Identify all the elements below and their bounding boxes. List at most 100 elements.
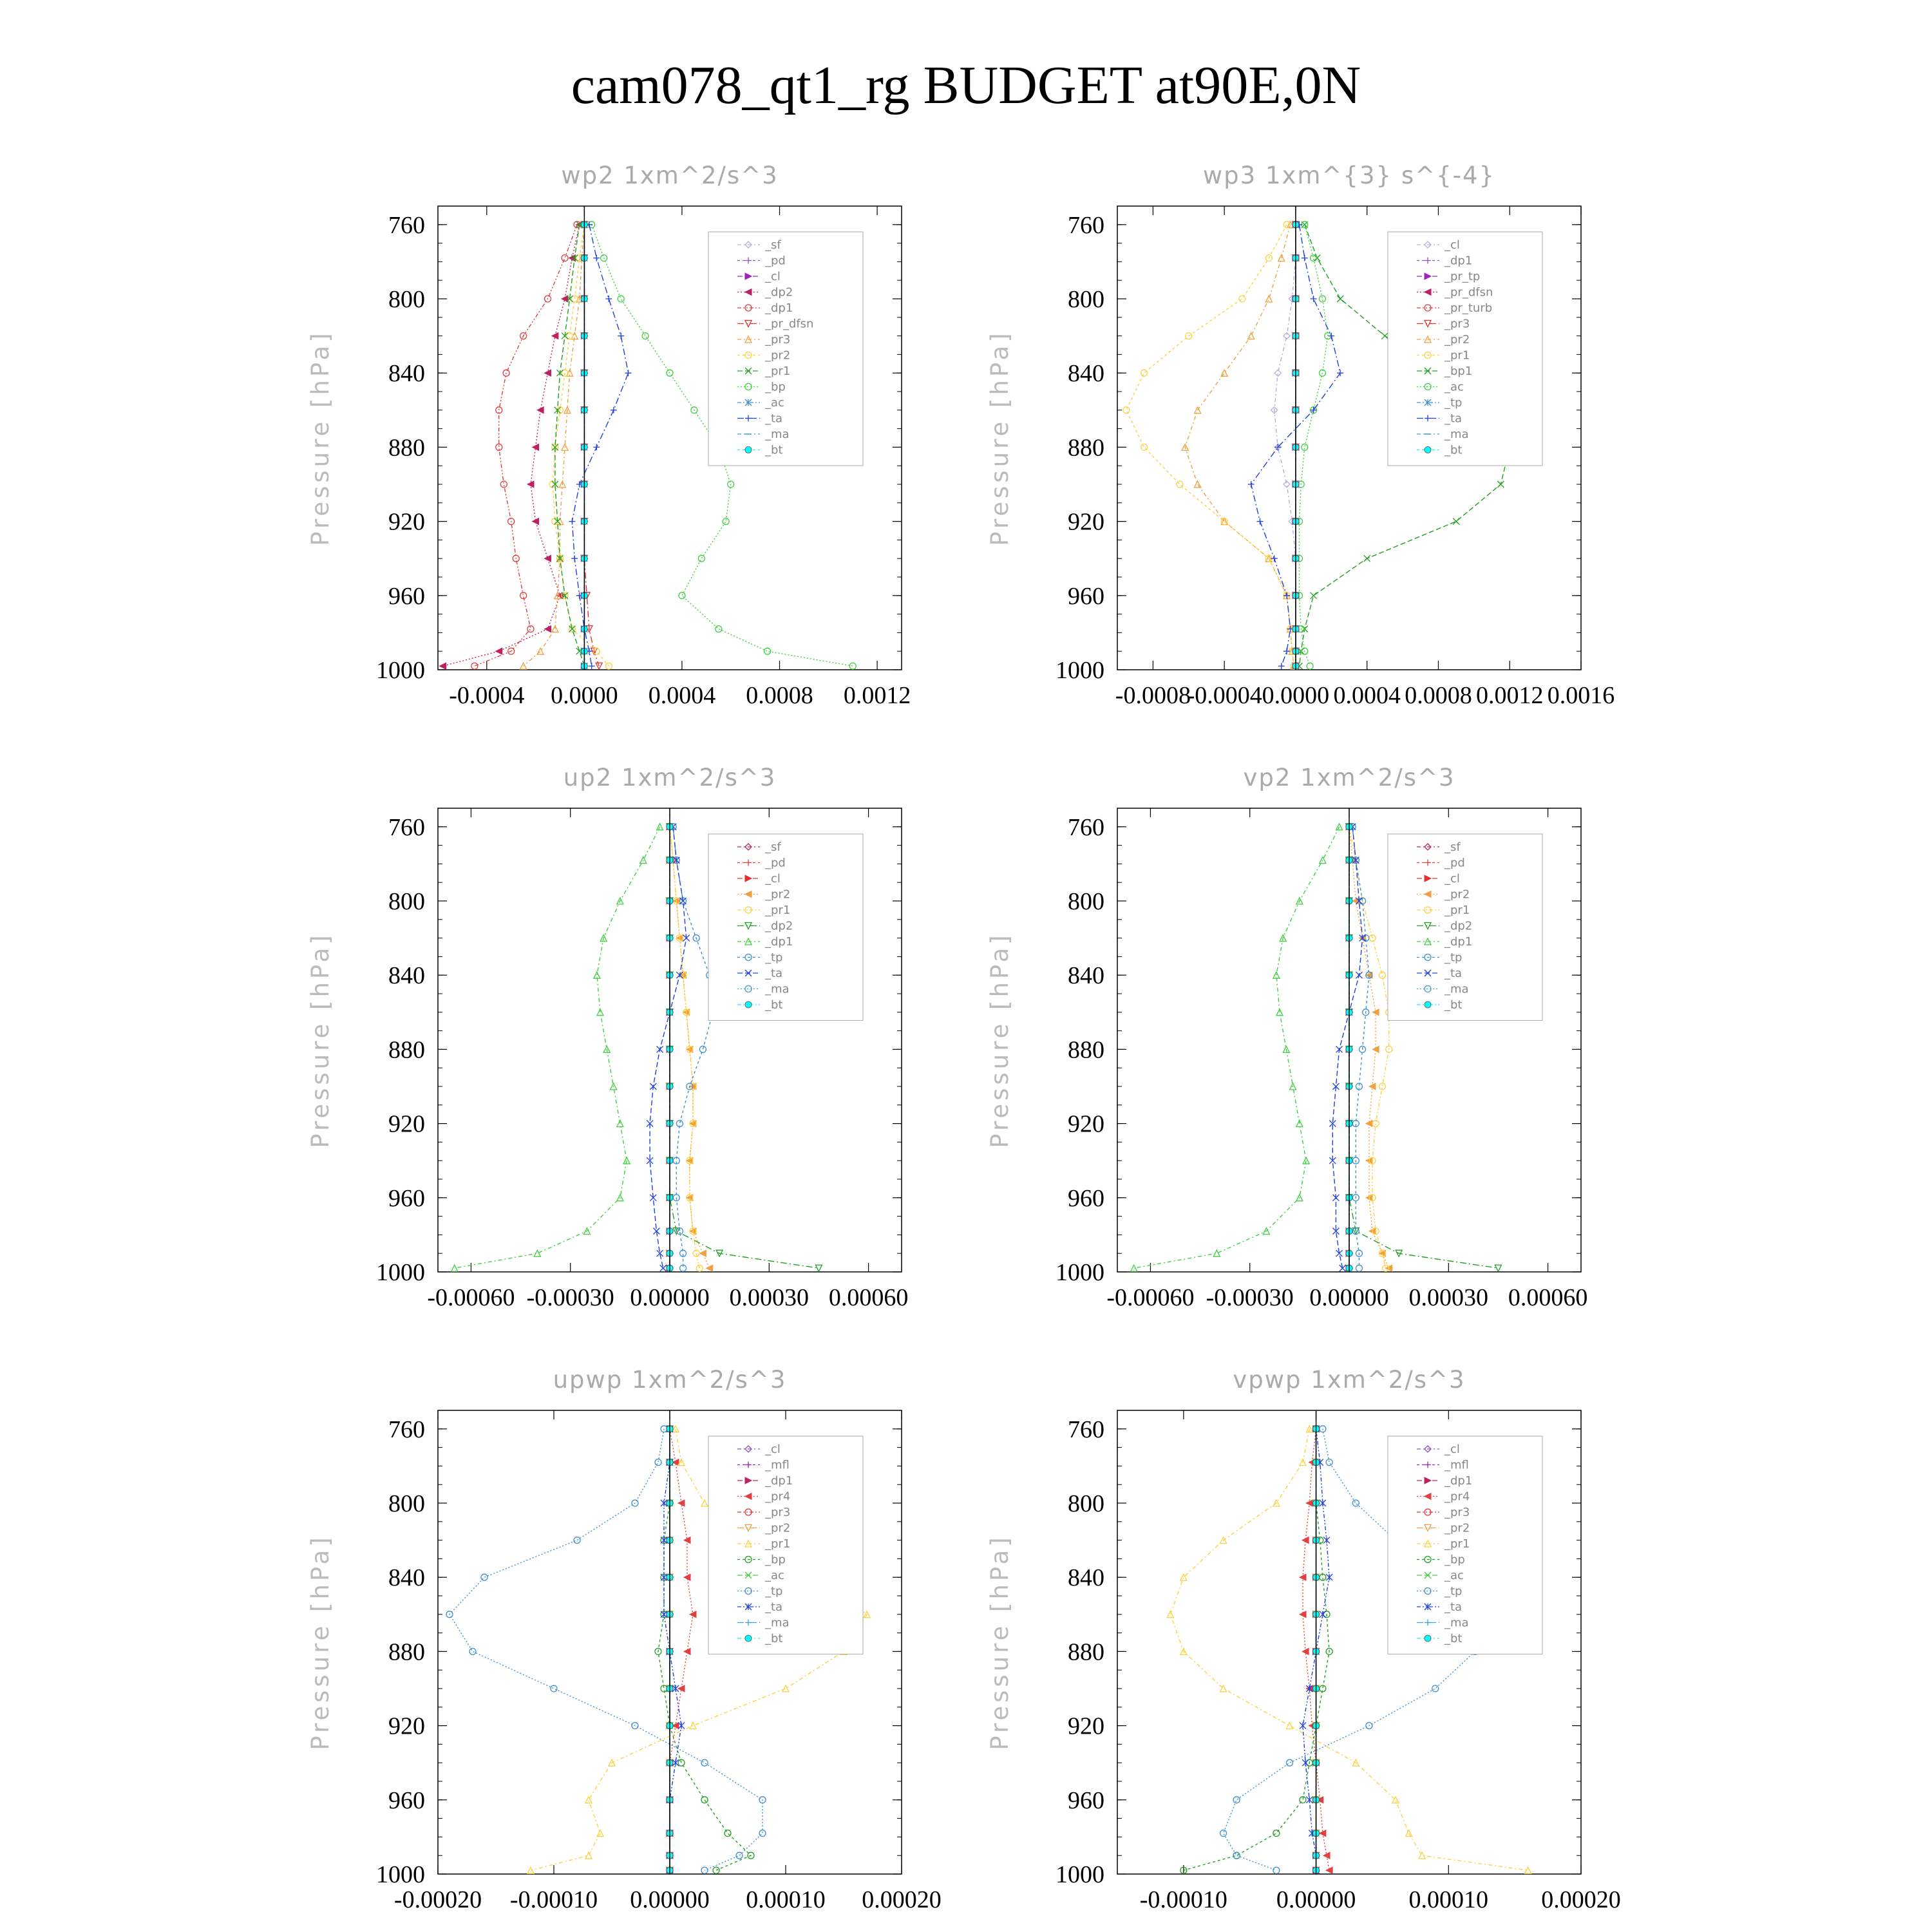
series-line-ta xyxy=(649,826,687,1269)
y-axis-label: Pressure [hPa] xyxy=(986,330,1014,545)
data-point xyxy=(531,443,540,451)
legend-marker xyxy=(1424,1508,1432,1516)
legend-label: _ta xyxy=(1444,412,1462,426)
data-point xyxy=(1273,1866,1280,1874)
legend-marker xyxy=(744,351,752,359)
data-point xyxy=(641,332,649,340)
data-point xyxy=(1318,1829,1327,1837)
legend-marker xyxy=(744,890,752,898)
data-point xyxy=(660,1611,668,1618)
legend-marker xyxy=(744,1539,753,1548)
data-point xyxy=(672,1685,679,1692)
y-axis-label: Pressure [hPa] xyxy=(307,1534,334,1750)
legend-label: _bp xyxy=(764,381,786,394)
series-line-dp1 xyxy=(474,224,578,667)
data-point xyxy=(556,369,564,377)
y-tick-label: 880 xyxy=(1068,1638,1104,1665)
data-point xyxy=(617,295,625,303)
data-point xyxy=(1265,254,1273,262)
data-point xyxy=(544,295,552,303)
chart-title: wp3 1xm^{3} s^{-4} xyxy=(1203,162,1495,189)
legend-label: _pr3 xyxy=(1444,1506,1470,1519)
series-line-bp xyxy=(1183,1428,1330,1871)
plot-frame xyxy=(437,205,902,670)
data-point xyxy=(553,591,562,600)
data-point xyxy=(759,1796,766,1804)
legend-label: _ac xyxy=(764,396,784,410)
data-point xyxy=(495,443,503,451)
x-tick-label: -0.0004 xyxy=(1187,682,1262,709)
data-point xyxy=(1368,1157,1376,1164)
y-tick-label: 840 xyxy=(1068,1564,1104,1591)
data-point xyxy=(1332,1227,1340,1235)
legend-label: _pr_tp xyxy=(1444,270,1480,283)
legend-label: _sf xyxy=(764,840,781,854)
legend-label: _bt xyxy=(764,998,782,1012)
x-tick-label: 0.0000 xyxy=(1262,682,1330,709)
legend-label: _ta xyxy=(1444,1600,1462,1614)
legend-label: _dp1 xyxy=(1444,254,1472,268)
data-point xyxy=(639,856,647,864)
x-tick-label: 0.0004 xyxy=(649,682,716,709)
series-line-dp1 xyxy=(454,826,661,1269)
data-point xyxy=(631,1499,639,1507)
legend-label: _dp2 xyxy=(1444,920,1472,933)
plot-area xyxy=(1122,206,1513,670)
data-point xyxy=(603,1045,611,1054)
data-point xyxy=(1285,1721,1294,1730)
legend-label: _tp xyxy=(764,1585,782,1598)
legend-label: _pr_dfsn xyxy=(1444,286,1493,299)
x-tick-label: 0.00060 xyxy=(1508,1284,1588,1311)
legend-marker xyxy=(744,985,752,993)
y-tick-label: 760 xyxy=(388,1416,425,1443)
legend-label: _bt xyxy=(1444,998,1462,1012)
data-point xyxy=(1301,1647,1309,1656)
series-line-pr2 xyxy=(552,224,609,667)
data-point xyxy=(1418,1851,1426,1859)
data-point xyxy=(1193,480,1202,488)
data-point xyxy=(672,857,680,864)
data-point xyxy=(1302,1156,1311,1164)
x-tick-label: -0.00060 xyxy=(1106,1284,1194,1311)
data-point xyxy=(618,332,625,339)
data-point xyxy=(1274,369,1282,377)
legend-marker xyxy=(744,906,752,914)
data-point xyxy=(584,1795,593,1804)
legend-box xyxy=(708,833,864,1021)
y-tick-label: 800 xyxy=(1068,286,1104,313)
legend-box xyxy=(1387,231,1543,466)
data-point xyxy=(1301,1536,1309,1544)
data-point xyxy=(1318,856,1327,864)
data-point xyxy=(500,480,507,488)
data-point xyxy=(1405,1829,1413,1837)
data-point xyxy=(549,480,556,488)
legend-marker xyxy=(744,1587,752,1595)
data-point xyxy=(1318,369,1327,377)
y-tick-label: 840 xyxy=(1068,360,1104,387)
legend-label: _pr4 xyxy=(1444,1490,1470,1504)
data-point xyxy=(1365,971,1373,979)
data-point xyxy=(568,254,576,262)
data-point xyxy=(507,647,515,655)
data-point xyxy=(507,517,515,526)
data-point xyxy=(689,1119,697,1128)
data-point xyxy=(699,1249,706,1258)
chart-upwp: upwp 1xm^2/s^37608008408809209601000-0.0… xyxy=(307,1366,942,1913)
data-point xyxy=(678,592,686,600)
data-point xyxy=(592,647,600,655)
legend-marker xyxy=(1424,953,1432,961)
data-point xyxy=(446,1611,453,1618)
data-point xyxy=(676,1227,684,1235)
data-point xyxy=(502,369,510,377)
chart-wp3: wp3 1xm^{3} s^{-4} 760 800 840 880 920 960 1000… xyxy=(986,162,1615,709)
legend-label: _dp2 xyxy=(764,920,793,933)
legend-marker xyxy=(744,937,753,945)
legend-label: _ma xyxy=(1444,428,1469,441)
data-point xyxy=(1328,332,1335,339)
legend-label: _bt xyxy=(1444,1632,1462,1645)
data-point xyxy=(571,254,578,262)
data-point xyxy=(677,1685,685,1692)
data-point xyxy=(677,1759,685,1766)
x-tick-label: -0.00010 xyxy=(1140,1886,1227,1913)
series-line-pr4 xyxy=(669,1428,694,1871)
